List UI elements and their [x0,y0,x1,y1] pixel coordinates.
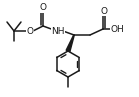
Text: O: O [27,26,33,36]
Text: O: O [39,3,47,13]
Text: NH: NH [51,26,65,36]
Text: OH: OH [110,25,124,33]
Text: O: O [100,6,107,16]
Polygon shape [66,35,74,52]
